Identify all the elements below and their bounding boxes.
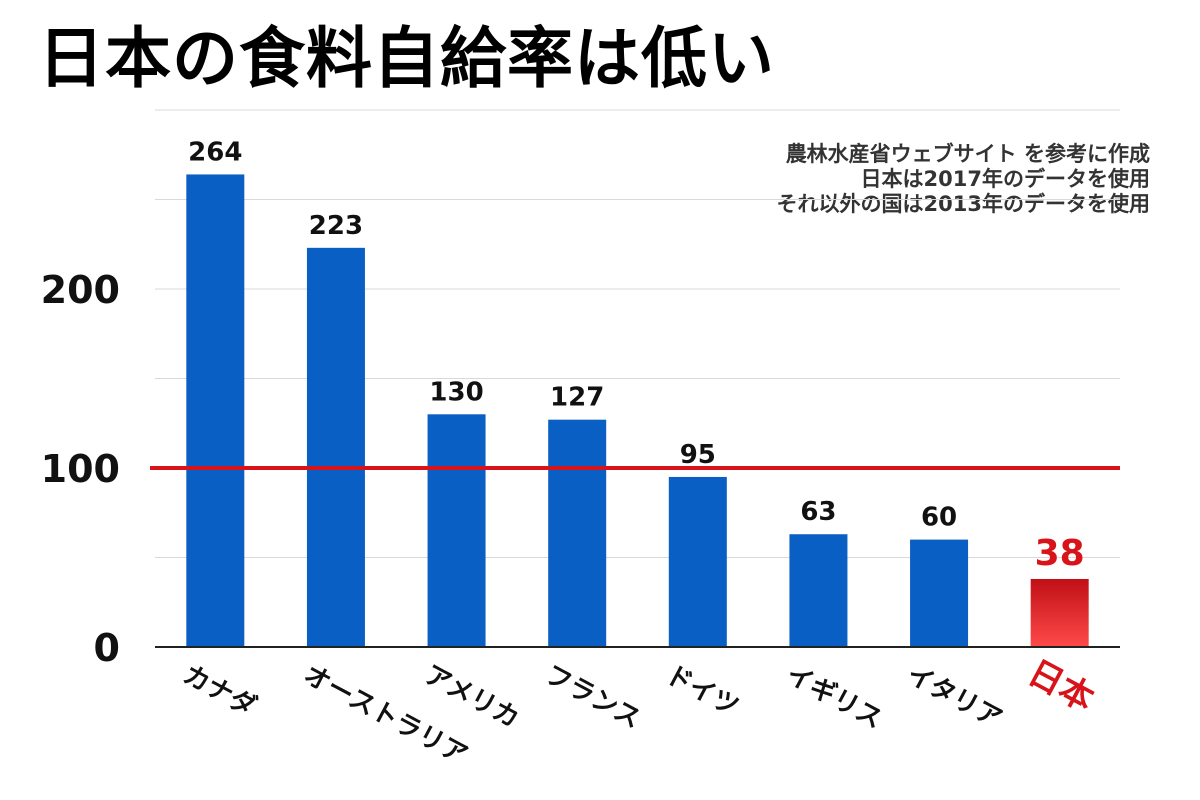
bar [668,476,727,647]
y-tick-label: 200 [41,268,120,312]
bar-value-label: 130 [429,377,483,407]
source-note-line: 農林水産省ウェブサイト を参考に作成 [785,142,1150,166]
bar-value-label: 63 [800,497,836,527]
category-label: イタリア [902,660,1007,735]
category-label: ドイツ [661,660,744,723]
bar-value-label: 127 [550,383,604,413]
bar-value-label: 38 [1035,533,1085,574]
chart-title: 日本の食料自給率は低い [38,20,775,97]
y-tick-label: 0 [94,626,120,670]
source-note-line: それ以外の国は2013年のデータを使用 [776,192,1150,216]
bar [1030,578,1089,647]
source-note-line: 日本は2017年のデータを使用 [860,167,1150,191]
category-label: アメリカ [419,660,524,735]
category-label: 日本 [1021,653,1100,720]
category-label: イギリス [781,660,887,735]
bar-value-label: 95 [680,440,716,470]
bar [427,414,486,647]
bar-value-label: 223 [309,211,363,241]
category-label: カナダ [178,659,261,723]
bar [789,534,848,647]
bar-value-label: 60 [921,503,957,533]
bar-value-label: 264 [188,137,242,167]
y-tick-label: 100 [41,447,120,491]
bar [306,247,365,647]
bar [186,174,245,647]
bar [548,419,607,647]
source-note: 農林水産省ウェブサイト を参考に作成 日本は2017年のデータを使用 それ以外の… [590,142,1150,217]
category-label: フランス [540,660,645,735]
bar [910,539,969,647]
